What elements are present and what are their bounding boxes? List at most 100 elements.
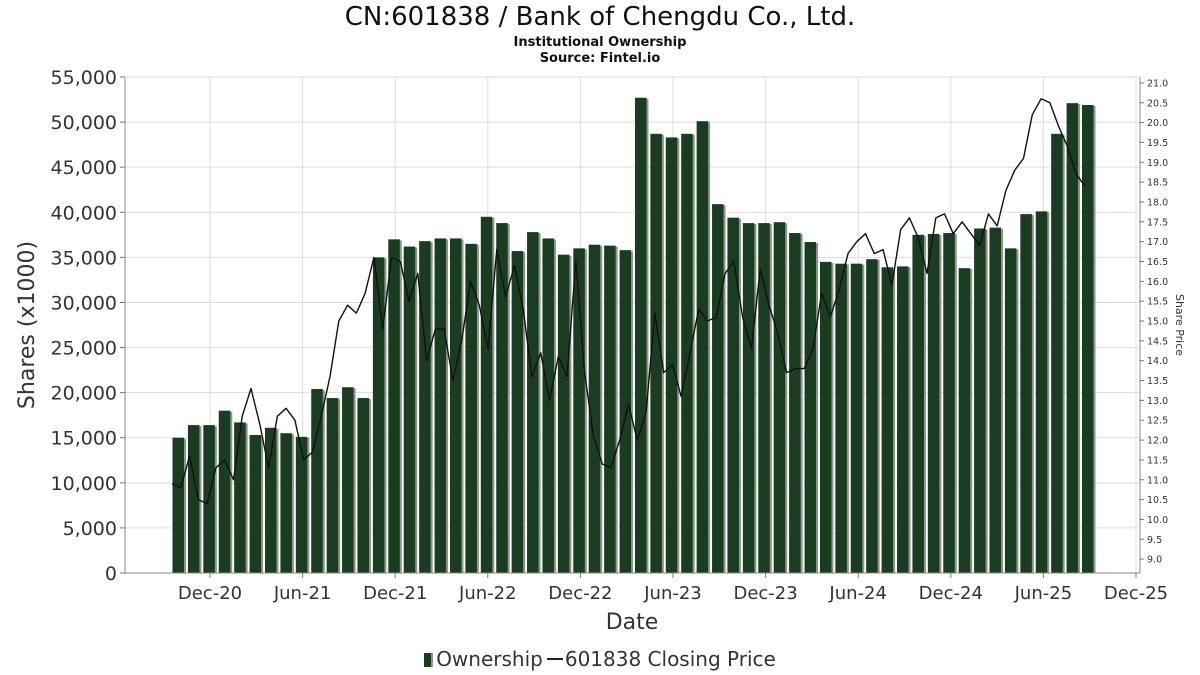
ownership-bar [634, 97, 647, 573]
price-line [171, 98, 1086, 505]
y-tick-label: 0 [105, 563, 117, 585]
ownership-bar [804, 242, 817, 574]
y-tick-label: 50,000 [51, 112, 117, 134]
y2-tick-label: 12.0 [1147, 436, 1168, 447]
ownership-bar [280, 433, 292, 573]
y-tick-label: 35,000 [51, 247, 117, 269]
ownership-bar [897, 266, 909, 573]
y2-tick-label: 15.0 [1147, 317, 1168, 328]
ownership-bar [835, 263, 847, 573]
y2-tick-label: 18.5 [1147, 178, 1168, 189]
ownership-bar [434, 238, 447, 573]
ownership-bar [1082, 104, 1094, 573]
ownership-bar [819, 261, 832, 573]
y2-tick-label: 19.0 [1147, 158, 1168, 169]
x-tick-label: Jun-23 [643, 583, 702, 604]
x-tick-label: Dec-21 [363, 583, 427, 604]
ownership-bar [912, 234, 924, 573]
ownership-bar [1066, 103, 1079, 574]
ownership-bar [203, 425, 215, 573]
ownership-bar [1020, 214, 1032, 574]
ownership-bar [958, 268, 971, 573]
x-tick-label: Dec-24 [919, 583, 983, 604]
ownership-bar [388, 239, 400, 573]
y-tick-label: 40,000 [51, 202, 117, 224]
ownership-bar [342, 387, 354, 573]
ownership-legend-swatch [424, 653, 434, 667]
y2-tick-label: 18.0 [1147, 197, 1168, 208]
y2-tick-label: 20.5 [1147, 98, 1168, 109]
y-axis-label: Shares (x1000) [15, 241, 40, 409]
ownership-bar [465, 243, 477, 573]
ownership-bar [604, 245, 616, 573]
ownership-bar [542, 238, 554, 573]
x-tick-label: Dec-22 [548, 583, 612, 604]
y2-tick-label: 17.5 [1147, 217, 1168, 228]
ownership-bar [249, 435, 262, 573]
ownership-bar [511, 251, 524, 573]
y2-tick-label: 11.0 [1147, 475, 1168, 486]
ownership-bar [480, 216, 493, 574]
axes [124, 76, 1141, 574]
x-tick-label: Jun-24 [828, 583, 887, 604]
y2-tick-label: 15.5 [1147, 297, 1168, 308]
y2-tick-label: 12.5 [1147, 416, 1168, 427]
y2-tick-label: 9.0 [1147, 555, 1162, 566]
y-tick-label: 10,000 [51, 473, 117, 495]
y2-tick-label: 17.0 [1147, 237, 1168, 248]
ownership-bar [696, 121, 709, 574]
ownership-bar [742, 223, 755, 573]
ownership-bar [234, 422, 246, 573]
y2-tick-label: 10.5 [1147, 495, 1168, 506]
y2-tick-label: 20.0 [1147, 118, 1168, 129]
ownership-bar [789, 233, 801, 574]
ownership-bar [403, 246, 416, 574]
y2-tick-label: 16.5 [1147, 257, 1168, 268]
ownership-bar [866, 259, 878, 573]
y2-tick-label: 13.0 [1147, 396, 1168, 407]
ownership-bar [496, 223, 508, 573]
ownership-bars [172, 97, 1096, 574]
ownership-bar [974, 228, 986, 574]
y-tick-label: 15,000 [51, 428, 117, 450]
ownership-bar [1035, 211, 1048, 573]
x-tick-label: Dec-20 [178, 583, 242, 604]
ownership-bar [758, 223, 770, 573]
ownership-bar [326, 398, 339, 573]
y2-axis-ticks: 9.0 9.5 10.0 10.5 11.0 11.5 12.0 12.5 13.0 13.5 14… [1140, 78, 1168, 566]
x-tick-label: Jun-25 [1014, 583, 1073, 604]
x-tick-label: Jun-22 [458, 583, 517, 604]
y2-tick-label: 13.5 [1147, 376, 1168, 387]
y2-tick-label: 21.0 [1147, 78, 1168, 89]
y2-tick-label: 14.0 [1147, 356, 1168, 367]
ownership-bar [527, 232, 539, 573]
x-axis-ticks: Dec-20 Jun-21 Dec-21 Jun-22 Dec-22 Jun-23 Dec-… [178, 573, 1168, 604]
y2-tick-label: 19.5 [1147, 138, 1168, 149]
ownership-bar [357, 398, 369, 573]
y2-tick-label: 11.5 [1147, 455, 1168, 466]
y-tick-label: 30,000 [51, 292, 117, 314]
chart-subtitle: Institutional Ownership [513, 35, 687, 50]
chart-legend: Ownership 601838 Closing Price [0, 647, 1200, 671]
legend-price-label: 601838 Closing Price [564, 647, 776, 671]
price-line-layer [171, 98, 1086, 505]
chart-source: Source: Fintel.io [539, 51, 661, 66]
ownership-bar [650, 133, 662, 573]
ownership-bar [172, 437, 184, 573]
ownership-bar [943, 233, 955, 574]
ownership-bar [619, 250, 632, 573]
y-tick-label: 25,000 [51, 338, 117, 360]
y2-axis-label: Share Price [1173, 294, 1186, 356]
y2-tick-label: 16.0 [1147, 277, 1168, 288]
ownership-bar [881, 267, 894, 573]
x-tick-label: Jun-21 [273, 583, 332, 604]
y2-tick-label: 9.5 [1147, 535, 1162, 546]
ownership-bar [573, 248, 585, 573]
ownership-bar [419, 241, 431, 573]
y-tick-label: 55,000 [51, 67, 117, 89]
ownership-bar [712, 204, 724, 573]
y2-tick-label: 14.5 [1147, 336, 1168, 347]
y2-tick-label: 10.0 [1147, 515, 1168, 526]
ownership-bar [727, 217, 739, 573]
